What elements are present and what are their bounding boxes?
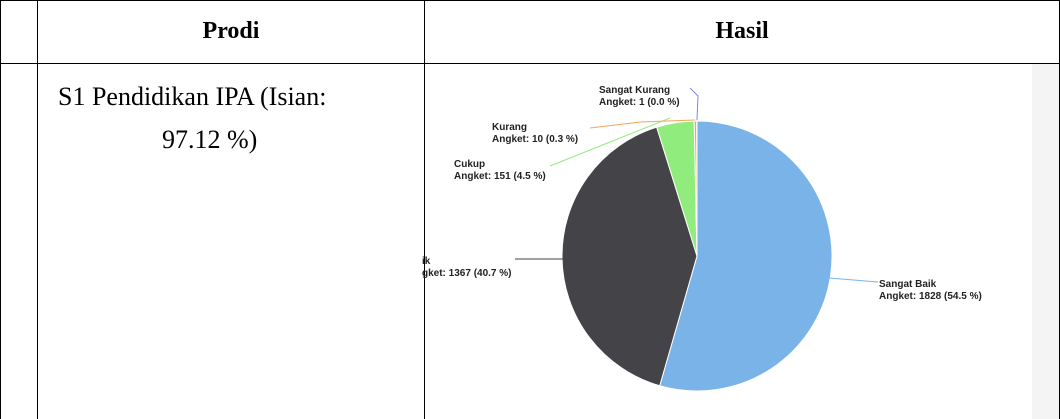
pie-slice-value-label: Angket: 10 (0.3 %) xyxy=(492,134,578,145)
prodi-name: S1 Pendidikan IPA (Isian: xyxy=(58,82,327,111)
pie-leader-line xyxy=(689,87,699,121)
pie-leader-line xyxy=(589,119,696,129)
header-prodi: Prodi xyxy=(202,18,260,44)
pie-slice-name-label: Sangat Baik xyxy=(879,279,937,290)
table-column-divider xyxy=(424,0,425,419)
pie-slice-value-label: Angket: 1828 (54.5 %) xyxy=(879,291,982,302)
header-hasil: Hasil xyxy=(715,18,769,44)
pie-slice-value-label: Angket: 1 (0.0 %) xyxy=(599,97,680,108)
table-column-divider xyxy=(37,0,38,419)
pie-slice-name-label: ik xyxy=(422,256,431,267)
pie-slice-value-label: gket: 1367 (40.7 %) xyxy=(422,268,512,279)
pie-slice-value-label: Angket: 151 (4.5 %) xyxy=(454,171,546,182)
chart-side-panel xyxy=(1032,64,1059,419)
table-header-divider xyxy=(0,63,1060,64)
pie-slice-name-label: Sangat Kurang xyxy=(599,85,670,96)
pie-slice-name-label: Cukup xyxy=(454,159,485,170)
pie-slice xyxy=(659,120,833,392)
prodi-fill-rate: 97.12 %) xyxy=(162,125,258,154)
table-border-top xyxy=(0,0,1060,1)
pie-slice xyxy=(561,126,698,387)
table-border-left xyxy=(0,0,1,419)
pie-leader-line xyxy=(549,117,671,167)
pie-slice-name-label: Kurang xyxy=(492,122,527,133)
pie-leader-line xyxy=(828,277,879,283)
